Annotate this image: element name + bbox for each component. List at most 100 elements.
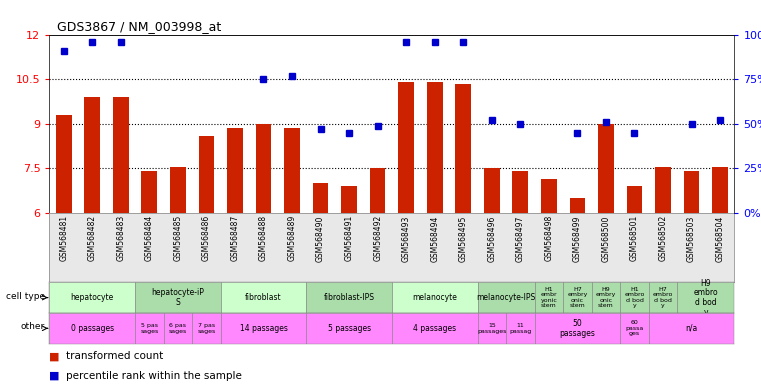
Bar: [306, 313, 392, 344]
Bar: [512, 172, 528, 213]
Bar: [221, 313, 306, 344]
Bar: [170, 167, 186, 213]
Text: GSM568496: GSM568496: [487, 215, 496, 262]
Text: GSM568501: GSM568501: [630, 215, 639, 262]
Text: H9
embry
onic
stem: H9 embry onic stem: [596, 287, 616, 308]
Bar: [256, 124, 272, 213]
Bar: [626, 186, 642, 213]
Bar: [478, 313, 506, 344]
Bar: [221, 282, 306, 313]
Bar: [455, 84, 471, 213]
Bar: [199, 136, 215, 213]
Text: 50
passages: 50 passages: [559, 319, 595, 338]
Text: H1
embro
d bod
y: H1 embro d bod y: [624, 287, 645, 308]
Bar: [392, 282, 478, 313]
Text: 60
passa
ges: 60 passa ges: [626, 320, 644, 336]
Text: GSM568481: GSM568481: [59, 215, 68, 262]
Bar: [683, 172, 699, 213]
Text: 5 passages: 5 passages: [327, 324, 371, 333]
Text: GSM568499: GSM568499: [573, 215, 582, 262]
Bar: [392, 313, 478, 344]
Text: fibroblast-IPS: fibroblast-IPS: [323, 293, 374, 302]
Text: GSM568484: GSM568484: [145, 215, 154, 262]
Text: 0 passages: 0 passages: [71, 324, 114, 333]
Text: percentile rank within the sample: percentile rank within the sample: [66, 371, 242, 381]
Bar: [427, 82, 443, 213]
Bar: [620, 313, 648, 344]
Bar: [192, 313, 221, 344]
Text: ■: ■: [49, 351, 63, 361]
Bar: [341, 186, 357, 213]
Bar: [478, 282, 534, 313]
Text: other: other: [21, 322, 45, 331]
Bar: [677, 282, 734, 313]
Bar: [49, 282, 135, 313]
Bar: [534, 282, 563, 313]
Text: GSM568500: GSM568500: [601, 215, 610, 262]
Text: GSM568483: GSM568483: [116, 215, 126, 262]
Bar: [135, 313, 164, 344]
Text: 5 pas
sages: 5 pas sages: [140, 323, 158, 334]
Bar: [534, 313, 620, 344]
Bar: [484, 169, 500, 213]
Bar: [541, 179, 557, 213]
Text: melanocyte: melanocyte: [412, 293, 457, 302]
Text: GSM568486: GSM568486: [202, 215, 211, 262]
Text: H9
embro
d bod
y: H9 embro d bod y: [693, 278, 718, 317]
Text: GSM568502: GSM568502: [658, 215, 667, 262]
Text: melanocyte-IPS: melanocyte-IPS: [476, 293, 536, 302]
Text: GSM568491: GSM568491: [345, 215, 354, 262]
Text: 7 pas
sages: 7 pas sages: [197, 323, 215, 334]
Bar: [620, 282, 648, 313]
Bar: [648, 282, 677, 313]
Text: GDS3867 / NM_003998_at: GDS3867 / NM_003998_at: [57, 20, 221, 33]
Bar: [313, 184, 329, 213]
Bar: [49, 313, 135, 344]
Text: GSM568493: GSM568493: [402, 215, 411, 262]
Text: GSM568488: GSM568488: [259, 215, 268, 262]
Bar: [56, 115, 72, 213]
Bar: [712, 167, 728, 213]
Bar: [306, 282, 392, 313]
Text: H7
embro
d bod
y: H7 embro d bod y: [653, 287, 673, 308]
Bar: [84, 97, 100, 213]
Text: GSM568487: GSM568487: [231, 215, 240, 262]
Text: 11
passag: 11 passag: [509, 323, 531, 334]
Text: GSM568494: GSM568494: [430, 215, 439, 262]
Bar: [164, 313, 192, 344]
Text: transformed count: transformed count: [66, 351, 164, 361]
Text: H1
embr
yonic
stem: H1 embr yonic stem: [540, 287, 557, 308]
Text: fibroblast: fibroblast: [245, 293, 282, 302]
Text: GSM568498: GSM568498: [544, 215, 553, 262]
Text: GSM568503: GSM568503: [687, 215, 696, 262]
Text: GSM568485: GSM568485: [174, 215, 183, 262]
Bar: [506, 313, 534, 344]
Bar: [563, 282, 592, 313]
Text: GSM568504: GSM568504: [715, 215, 724, 262]
Text: GSM568482: GSM568482: [88, 215, 97, 262]
Bar: [113, 97, 129, 213]
Text: GSM568497: GSM568497: [516, 215, 525, 262]
Text: n/a: n/a: [686, 324, 698, 333]
Bar: [655, 167, 671, 213]
Text: 15
passages: 15 passages: [477, 323, 507, 334]
Text: ■: ■: [49, 371, 63, 381]
Bar: [598, 124, 614, 213]
Bar: [284, 128, 300, 213]
Bar: [370, 169, 386, 213]
Text: hepatocyte: hepatocyte: [71, 293, 114, 302]
Bar: [648, 313, 734, 344]
Text: GSM568489: GSM568489: [288, 215, 297, 262]
Bar: [398, 82, 414, 213]
Bar: [591, 282, 620, 313]
Bar: [135, 282, 221, 313]
Bar: [142, 172, 158, 213]
Text: GSM568492: GSM568492: [373, 215, 382, 262]
Text: hepatocyte-iP
S: hepatocyte-iP S: [151, 288, 204, 307]
Text: 14 passages: 14 passages: [240, 324, 288, 333]
Bar: [227, 128, 243, 213]
Bar: [569, 198, 585, 213]
Text: cell type: cell type: [5, 291, 45, 301]
Text: H7
embry
onic
stem: H7 embry onic stem: [567, 287, 587, 308]
Text: 6 pas
sages: 6 pas sages: [169, 323, 187, 334]
